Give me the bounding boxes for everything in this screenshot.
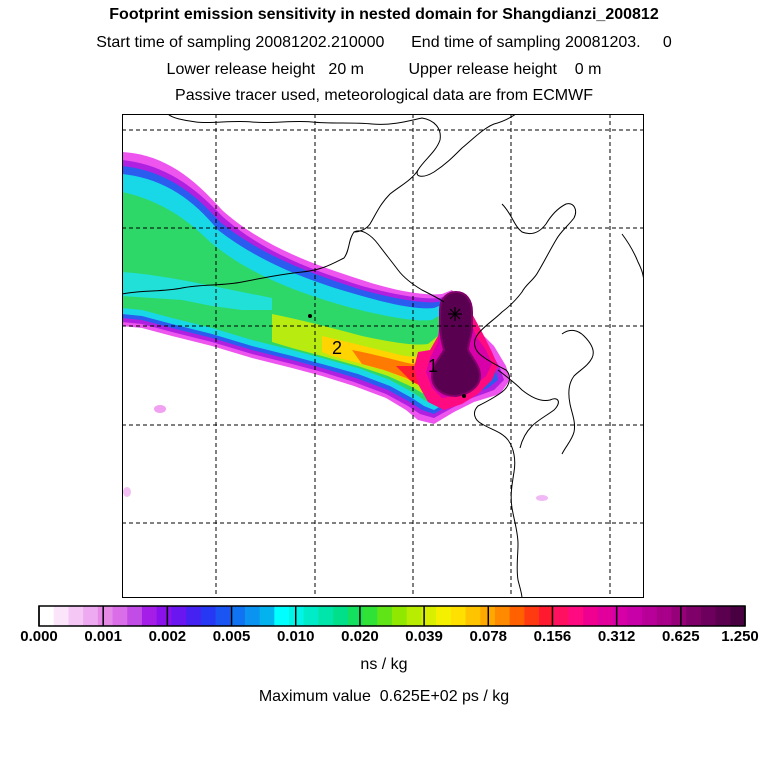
colorbar-swatch [200, 606, 216, 626]
colorbar-swatch [377, 606, 393, 626]
colorbar-tick-label: 1.250 [721, 628, 759, 645]
plume-layer-peak [432, 292, 480, 396]
colorbar-swatch [186, 606, 202, 626]
colorbar-swatch [539, 606, 555, 626]
colorbar-swatch [553, 606, 569, 626]
colorbar-tick-label: 0.005 [212, 628, 251, 645]
small-plume-blob [154, 405, 166, 413]
small-plume-blob [536, 495, 548, 501]
colorbar-swatch [627, 606, 643, 626]
coastlines [122, 114, 644, 598]
colorbar-swatch [68, 606, 84, 626]
colorbar-swatch [465, 606, 481, 626]
colorbar-swatch [671, 606, 687, 626]
colorbar-tick-label: 0.625 [662, 628, 700, 645]
small-plume-blob [123, 487, 131, 497]
colorbar-swatch [112, 606, 128, 626]
tracer-info-line: Passive tracer used, meteorological data… [175, 87, 593, 104]
colorbar-swatch [450, 606, 467, 626]
colorbar-swatch [612, 606, 628, 626]
colorbar-swatch [289, 606, 305, 626]
colorbar-swatch [494, 606, 511, 626]
release-height-line: Lower release height 20 m Upper release … [166, 61, 602, 78]
map-frame [122, 114, 644, 598]
plot-title: Footprint emission sensitivity in nested… [109, 6, 659, 23]
colorbar-swatch [700, 606, 717, 626]
plume-layer-cyan-core [122, 272, 272, 310]
colorbar-tick-label: 0.156 [533, 628, 572, 645]
colorbar-swatch [730, 606, 746, 626]
colorbar-swatch [509, 606, 525, 626]
colorbar-tick-label: 0.010 [276, 628, 315, 645]
colorbar-swatch [686, 606, 702, 626]
colorbar-tick-label: 0.002 [148, 628, 187, 645]
map-label-2: 2 [332, 338, 342, 358]
colorbar-swatch [597, 606, 614, 626]
map-label-1: 1 [428, 356, 438, 376]
colorbar-swatch [583, 606, 599, 626]
maximum-value-text: Maximum value 0.625E+02 ps / kg [258, 688, 510, 705]
colorbar-tick-label: 0.001 [84, 628, 122, 645]
release-site [448, 307, 462, 321]
city-dot [462, 394, 466, 398]
colorbar-tick-label: 0.000 [20, 628, 58, 645]
colorbar-swatch [259, 606, 275, 626]
colorbar-swatch [303, 606, 319, 626]
colorbar-tick-label: 0.039 [405, 628, 443, 645]
colorbar-swatch [141, 606, 158, 626]
colorbar-swatch [244, 606, 261, 626]
plume-layer-peak-rim [430, 290, 482, 398]
colorbar-swatch [97, 606, 114, 626]
colorbar-swatch [347, 606, 364, 626]
colorbar-swatch [642, 606, 658, 626]
colorbar-tick-label: 0.312 [597, 628, 636, 645]
colorbar [38, 605, 746, 627]
colorbar-swatch [436, 606, 452, 626]
colorbar-swatch [230, 606, 246, 626]
colorbar-frame [38, 605, 746, 627]
colorbar-tick-label: 0.078 [469, 628, 508, 645]
colorbar-swatch [127, 606, 143, 626]
colorbar-swatch [171, 606, 187, 626]
colorbar-swatch [568, 606, 584, 626]
colorbar-swatch [524, 606, 540, 626]
colorbar-swatch [318, 606, 334, 626]
lat-lon-grid [122, 114, 644, 598]
colorbar-swatch [392, 606, 408, 626]
colorbar-unit: ns / kg [360, 656, 408, 673]
colorbar-swatch [53, 606, 69, 626]
city-dot [308, 314, 312, 318]
sampling-time-line: Start time of sampling 20081202.210000 E… [96, 34, 672, 51]
colorbar-swatch [362, 606, 378, 626]
footprint-map: 1 2 [122, 114, 644, 598]
colorbar-tick-label: 0.020 [341, 628, 379, 645]
colorbar-swatch [83, 606, 99, 626]
colorbar-swatch [406, 606, 422, 626]
colorbar-swatch [656, 606, 672, 626]
colorbar-swatch [333, 606, 349, 626]
colorbar-swatch [39, 606, 55, 626]
colorbar-swatch [715, 606, 731, 626]
colorbar-swatch [274, 606, 290, 626]
colorbar-swatch [421, 606, 437, 626]
colorbar-swatch [215, 606, 231, 626]
colorbar-swatch [156, 606, 172, 626]
